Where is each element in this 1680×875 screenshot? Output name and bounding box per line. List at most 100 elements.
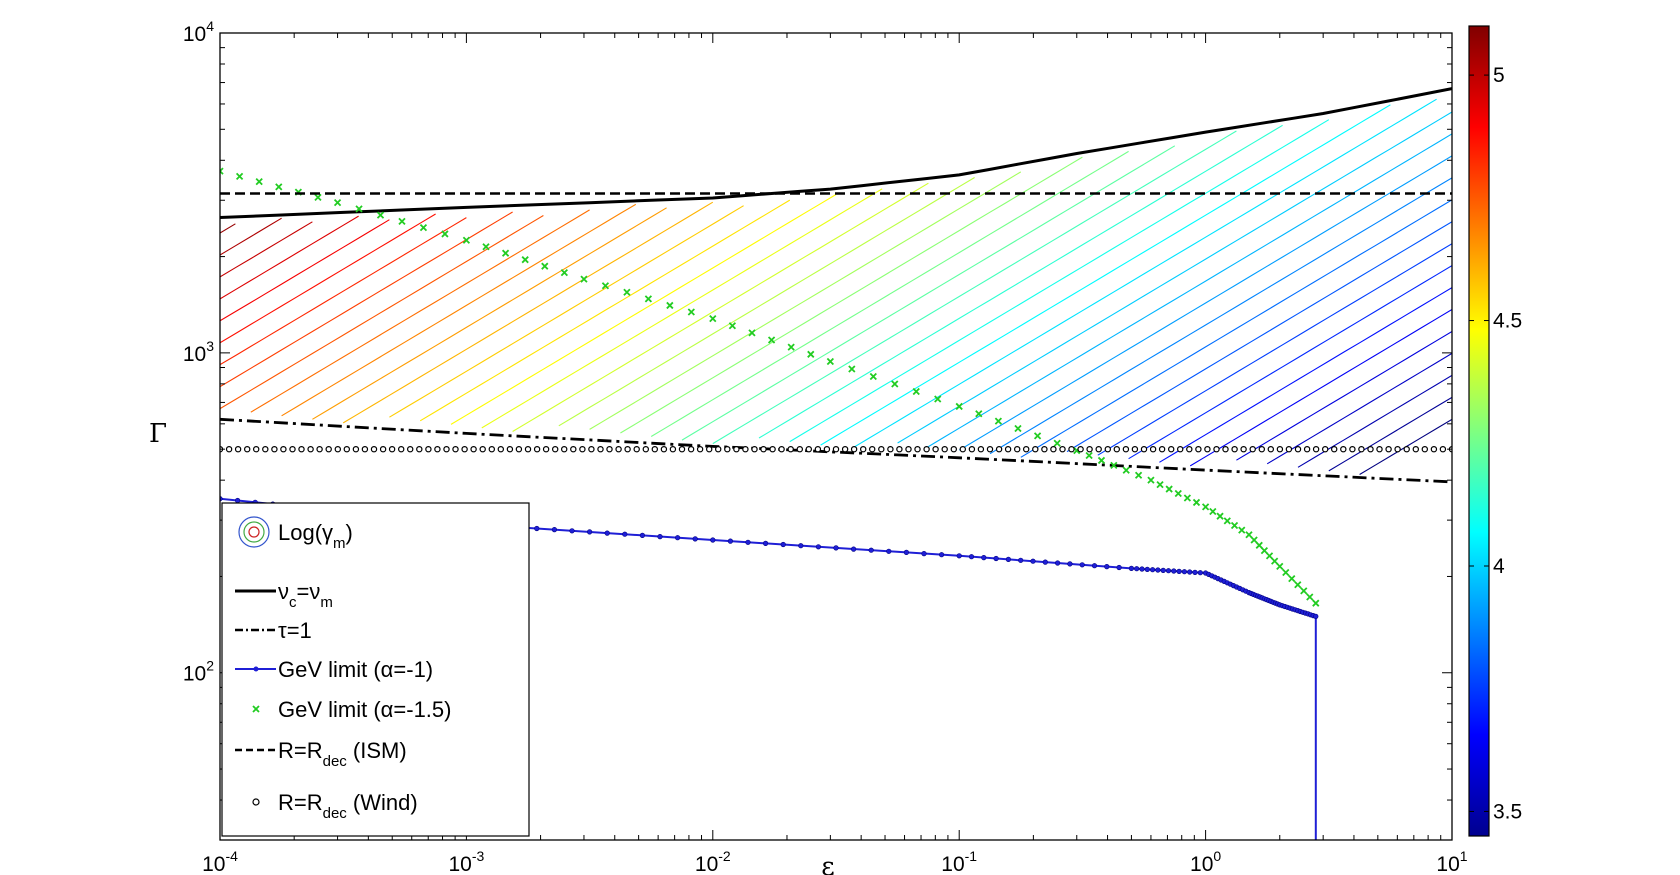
gev-alpha-1p5-marker [419,224,428,232]
legend-entry-label: τ=1 [278,618,312,643]
wind-marker [1240,446,1247,453]
gev-alpha-1-marker [534,525,540,532]
contour-line [958,155,1452,451]
wind-marker [887,446,894,453]
wind-marker [977,446,985,453]
contour-line [712,130,1237,445]
gev-alpha-1p5-marker [1097,456,1106,465]
gev-alpha-1-marker [1171,568,1177,574]
wind-marker [289,446,296,453]
gev-alpha-1-marker [921,550,927,557]
gev-alpha-1-marker [639,532,646,539]
wind-marker [470,446,477,453]
gev-alpha-1-marker [710,537,716,543]
contour-line [220,215,359,300]
contour-line [1266,352,1452,465]
x-tick-label: 10-3 [448,848,484,875]
gev-alpha-1p5-marker [687,308,695,316]
gev-alpha-1-marker [968,554,975,560]
wind-marker [606,446,613,453]
wind-marker [1022,446,1030,453]
wind-marker [841,446,849,453]
series-layer [220,87,1452,840]
colorbar-tick-label: 3.5 [1493,800,1522,823]
contour-line [281,203,637,417]
gev-alpha-1-marker [551,526,558,533]
gev-alpha-1-marker [586,529,593,535]
wind-marker [724,446,731,453]
gev-alpha-1-marker [1187,569,1193,575]
gev-alpha-1p5-marker [1271,557,1279,565]
gev-alpha-1p5-marker [1156,480,1164,489]
gev-alpha-1p5-marker [580,275,588,283]
gev-alpha-1p5-marker [807,350,815,358]
gev-alpha-1p5-marker [1230,521,1239,530]
wind-marker [660,446,668,453]
gev-alpha-1p5-marker [441,230,449,238]
wind-marker [1140,446,1148,453]
gev-alpha-1-marker [1079,562,1085,568]
gev-alpha-1-marker [1144,566,1150,573]
gev-alpha-1-marker [1139,566,1145,572]
contour-line [558,177,975,427]
gev-alpha-1p5-marker [1183,494,1192,502]
contour-line [220,221,313,278]
gev-alpha-1-marker [1005,556,1012,563]
y-tick-label: 103 [183,338,214,366]
gev-alpha-1p5-marker [912,387,920,396]
wind-marker [1213,446,1220,453]
wind-marker [633,446,640,453]
contour-line [220,211,513,388]
colorbar-gradient [1468,25,1490,837]
wind-marker [1186,446,1193,453]
wind-marker [1394,446,1401,453]
gev-alpha-1-marker [938,552,945,558]
series-gev-limit-alpha-1p5 [220,167,1320,607]
contour-line [220,217,282,256]
contour-line [789,119,1330,443]
wind-marker [407,446,414,453]
y-axis-label: Γ [149,419,167,449]
wind-marker [860,446,867,453]
gev-alpha-1p5-marker [560,269,569,277]
wind-marker [796,446,804,453]
wind-marker [271,446,278,453]
series-r-dec-wind [220,446,1452,453]
plot-frame [219,32,1453,841]
wind-marker [787,446,794,453]
wind-marker [823,446,831,453]
wind-marker [234,446,242,453]
legend-entry-label: νc=νm [278,579,333,611]
gev-alpha-1-marker [798,543,804,549]
gev-alpha-1-marker [993,555,999,562]
x-tick-label: 10-2 [695,848,731,875]
gev-alpha-1-marker [1134,566,1140,572]
gev-alpha-1p5-marker [1014,424,1022,433]
wind-marker [370,446,378,453]
contour-line [1189,309,1452,467]
wind-marker [1014,446,1021,453]
contour-line [650,150,1129,437]
gev-alpha-1p5-marker [220,167,224,175]
contour-line [220,215,544,410]
gev-alpha-1-marker [1030,558,1036,564]
wind-marker [715,446,722,453]
wind-marker [524,446,532,453]
wind-marker [1367,446,1374,453]
gev-alpha-1p5-marker [314,193,322,201]
wind-marker [968,446,976,453]
wind-marker [706,446,713,453]
contour-line [250,209,590,413]
wind-marker [515,446,523,453]
gev-alpha-1p5-marker [1033,432,1042,440]
wind-marker [225,446,233,453]
wind-marker [1122,446,1130,453]
legend-entry-label: R=Rdec (Wind) [278,790,418,822]
wind-marker [742,446,749,453]
gev-alpha-1p5-marker [748,329,756,337]
wind-marker [552,446,559,453]
gev-alpha-1p5-marker [1134,471,1143,479]
gev-alpha-1p5-marker [891,380,899,388]
gev-alpha-1p5-marker [1216,512,1224,520]
wind-marker [769,446,776,453]
